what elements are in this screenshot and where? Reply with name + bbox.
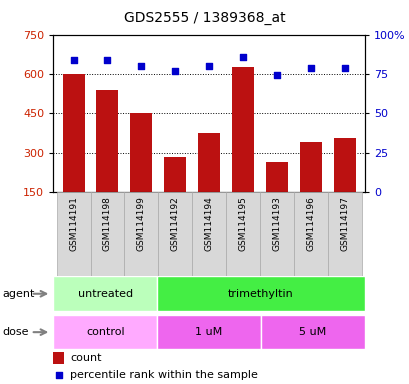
Point	[273, 73, 279, 79]
Bar	[231, 67, 253, 192]
Text: percentile rank within the sample: percentile rank within the sample	[70, 370, 258, 381]
Text: 1 uM: 1 uM	[195, 327, 222, 337]
Bar	[53, 276, 157, 311]
Bar	[259, 192, 293, 276]
Text: GDS2555 / 1389368_at: GDS2555 / 1389368_at	[124, 11, 285, 25]
Point	[70, 57, 77, 63]
Point	[56, 372, 62, 379]
Text: GSM114199: GSM114199	[137, 196, 146, 251]
Point	[205, 63, 212, 69]
Text: 5 uM: 5 uM	[299, 327, 326, 337]
Text: GSM114196: GSM114196	[306, 196, 315, 251]
Text: GSM114193: GSM114193	[272, 196, 281, 251]
Text: count: count	[70, 353, 102, 363]
Bar	[164, 157, 186, 192]
Text: GSM114197: GSM114197	[339, 196, 348, 251]
Bar	[158, 192, 192, 276]
Bar	[157, 315, 261, 349]
Bar	[53, 315, 157, 349]
Point	[171, 68, 178, 74]
Bar	[96, 90, 118, 192]
Point	[138, 63, 144, 69]
Text: control: control	[86, 327, 124, 337]
Point	[340, 65, 347, 71]
Bar	[225, 192, 259, 276]
Bar	[53, 352, 64, 364]
Point	[104, 57, 110, 63]
Text: dose: dose	[2, 327, 29, 337]
Bar	[299, 142, 321, 192]
Text: agent: agent	[2, 289, 34, 299]
Point	[307, 65, 313, 71]
Bar	[56, 192, 90, 276]
Text: trimethyltin: trimethyltin	[227, 289, 293, 299]
Bar	[198, 133, 220, 192]
Text: GSM114191: GSM114191	[69, 196, 78, 251]
Bar	[261, 315, 364, 349]
Bar	[157, 276, 364, 311]
Bar	[293, 192, 327, 276]
Bar	[333, 138, 355, 192]
Text: untreated: untreated	[77, 289, 133, 299]
Text: GSM114192: GSM114192	[170, 196, 179, 251]
Bar	[192, 192, 225, 276]
Bar	[265, 162, 287, 192]
Bar	[90, 192, 124, 276]
Point	[239, 53, 246, 60]
Text: GSM114198: GSM114198	[103, 196, 112, 251]
Text: GSM114195: GSM114195	[238, 196, 247, 251]
Bar	[63, 74, 84, 192]
Bar	[130, 113, 152, 192]
Text: GSM114194: GSM114194	[204, 196, 213, 251]
Bar	[124, 192, 158, 276]
Bar	[327, 192, 361, 276]
